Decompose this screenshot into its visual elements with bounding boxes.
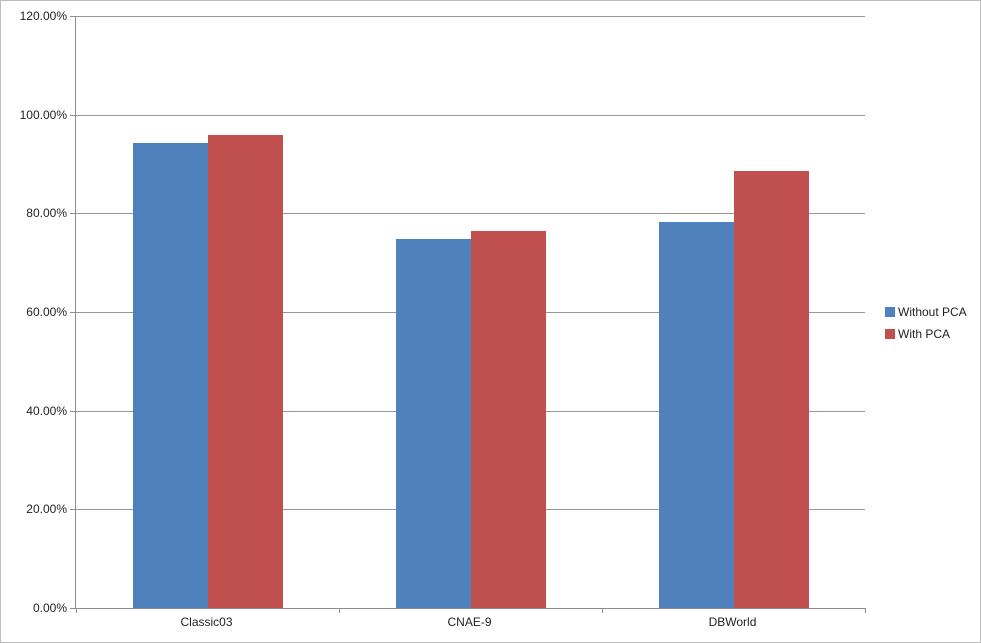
y-axis-label: 20.00%: [26, 502, 67, 517]
y-axis-tick: [70, 213, 76, 215]
y-axis-tick: [70, 509, 76, 511]
y-axis-label: 80.00%: [26, 206, 67, 221]
bar-without-pca-dbworld: [659, 222, 734, 608]
legend-swatch-icon: [885, 307, 895, 317]
x-axis-tick: [339, 608, 340, 613]
x-axis-tick: [602, 608, 603, 613]
bar-without-pca-cnae-9: [396, 239, 471, 608]
gridline: [76, 114, 865, 116]
y-axis-label: 40.00%: [26, 403, 67, 418]
plot-area: [70, 16, 866, 613]
bar-with-pca-cnae-9: [471, 231, 546, 608]
bar-without-pca-classic03: [133, 143, 208, 608]
legend-swatch-icon: [885, 329, 895, 339]
y-axis-tick: [70, 410, 76, 412]
y-axis-label: 0.00%: [32, 601, 67, 615]
gridline: [76, 16, 865, 17]
x-axis-tick: [865, 608, 866, 613]
y-axis-label: 60.00%: [26, 305, 67, 319]
y-axis-tick: [70, 312, 76, 313]
legend-label: With PCA: [898, 327, 951, 341]
legend-label: Without PCA: [898, 305, 967, 319]
y-axis-tick: [70, 608, 76, 609]
y-axis-tick: [70, 16, 76, 17]
y-axis-tick: [70, 114, 76, 116]
y-axis-label: 100.00%: [19, 107, 67, 122]
legend-item-without-pca: Without PCA: [885, 301, 967, 323]
x-axis-label-dbworld: DBWorld: [708, 615, 757, 629]
legend-item-with-pca: With PCA: [885, 323, 967, 345]
gridline: [76, 213, 865, 215]
x-axis-label-classic03: Classic03: [180, 615, 233, 629]
y-axis-label: 120.00%: [19, 9, 67, 23]
legend: Without PCA With PCA: [885, 301, 967, 345]
bar-with-pca-classic03: [208, 135, 283, 608]
x-axis-label-cnae-9: CNAE-9: [447, 615, 492, 629]
x-axis-tick: [76, 608, 77, 613]
bar-with-pca-dbworld: [734, 171, 809, 608]
